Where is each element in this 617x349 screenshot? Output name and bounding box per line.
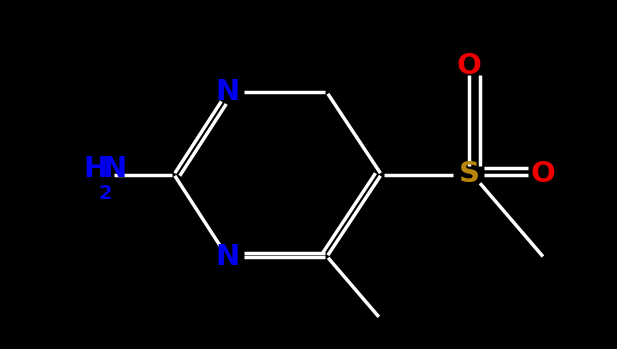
Text: H: H bbox=[84, 155, 108, 183]
Text: 2: 2 bbox=[98, 184, 112, 203]
Text: N: N bbox=[102, 155, 126, 183]
Text: S: S bbox=[458, 161, 479, 188]
Text: N: N bbox=[215, 79, 239, 106]
Text: O: O bbox=[531, 161, 555, 188]
Text: N: N bbox=[215, 243, 239, 270]
Text: O: O bbox=[457, 52, 481, 80]
